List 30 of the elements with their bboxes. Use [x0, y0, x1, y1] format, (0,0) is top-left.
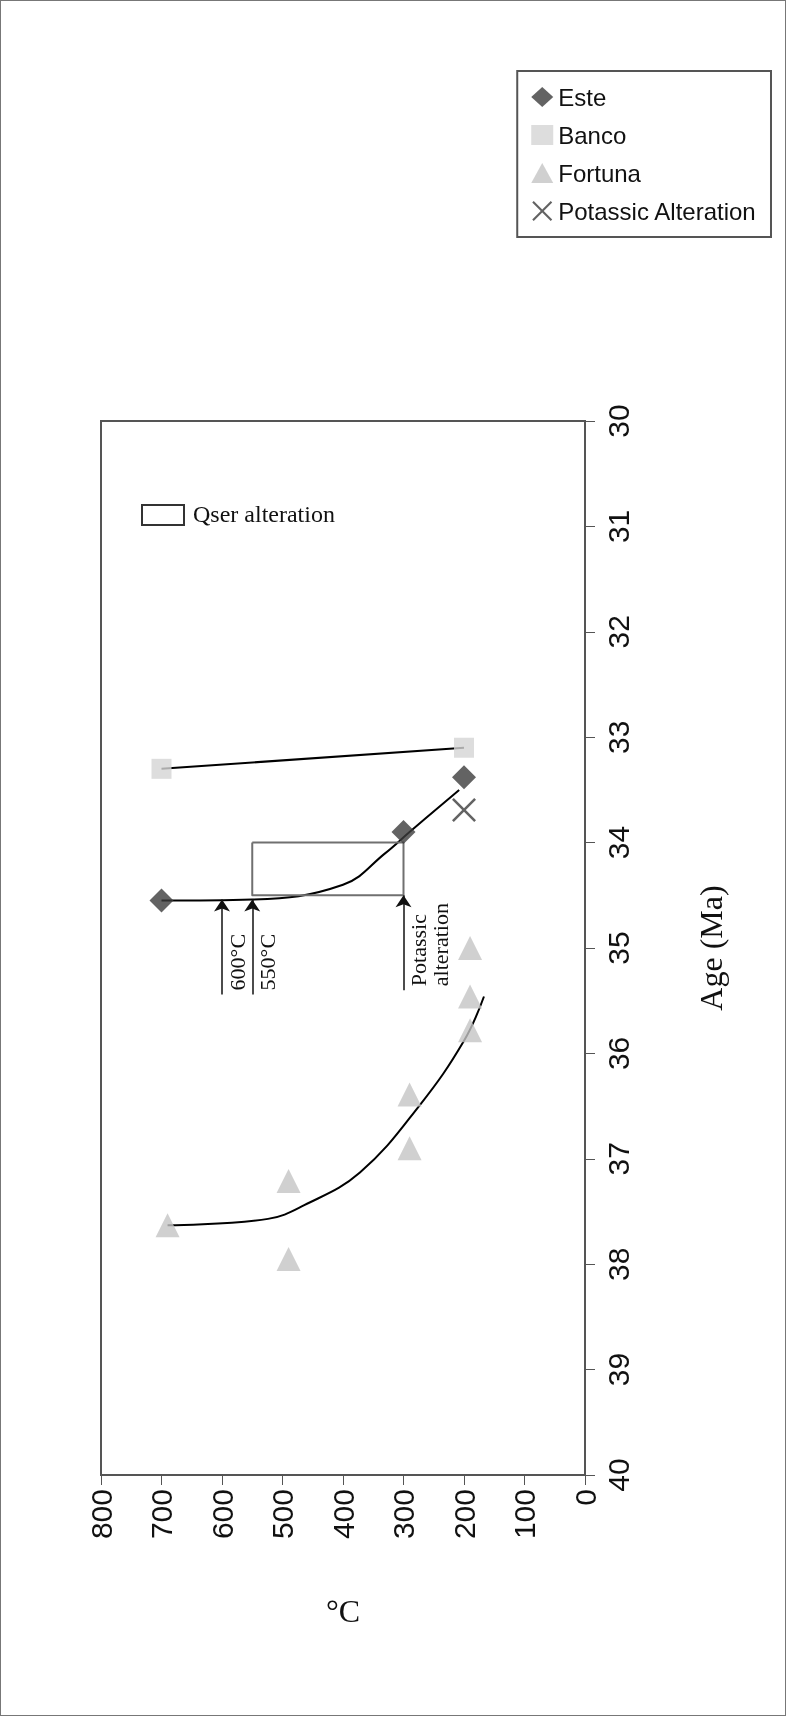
y-tick-label: 37: [601, 1142, 635, 1176]
y-tick-label: 31: [601, 509, 635, 544]
x-tick-label: 200: [447, 1489, 481, 1540]
y-tick-label: 33: [601, 720, 635, 754]
x-tick-label: 300: [387, 1489, 420, 1540]
x-tick-label: 100: [508, 1489, 541, 1540]
y-tick-label: 32: [601, 615, 635, 649]
x-tick-label: 500: [266, 1489, 299, 1540]
y-tick-label: 35: [601, 931, 635, 965]
y-tick-label: 39: [601, 1352, 635, 1387]
y-tick-label: 34: [601, 825, 635, 860]
legend-label: Potassic Alteration: [558, 197, 756, 225]
legend-label: Este: [558, 83, 607, 111]
legend-label: Fortuna: [558, 159, 642, 187]
x-tick-label: 0: [568, 1489, 602, 1506]
legend-label: Banco: [558, 121, 627, 149]
x-tick-label: 400: [326, 1489, 360, 1540]
y-tick-label: 40: [601, 1458, 635, 1492]
y-tick-label: 30: [601, 404, 635, 438]
x-tick-label: 700: [145, 1489, 178, 1540]
y-axis-title: Age (Ma): [693, 885, 729, 1011]
y-tick-label: 38: [601, 1247, 635, 1281]
y-tick-label: 36: [601, 1036, 635, 1071]
annotation: 550°C: [254, 933, 280, 991]
annotation: Potassic alteration: [406, 903, 453, 987]
x-tick-label: 800: [84, 1489, 118, 1540]
x-axis-title: °C: [325, 1593, 361, 1629]
annotation: Qser alteration: [193, 501, 335, 528]
x-tick-label: 600: [205, 1489, 239, 1540]
annotation: 600°C: [224, 933, 250, 991]
